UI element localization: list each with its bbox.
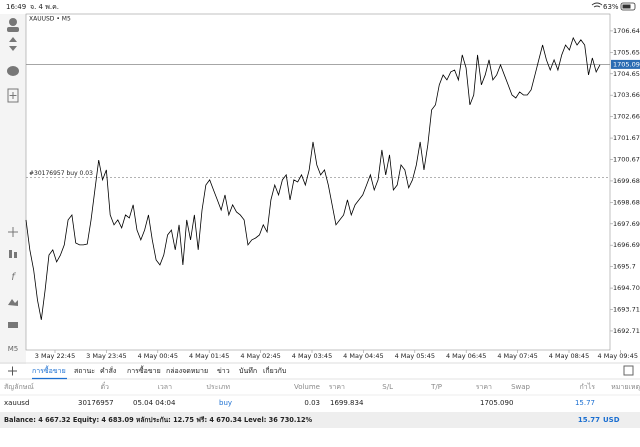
- y-tick-label: 1703.66: [613, 91, 640, 99]
- chart-frame: [25, 13, 611, 351]
- column-header: ประเภท: [206, 383, 230, 391]
- order-cell: buy: [219, 399, 232, 407]
- column-header: สัญลักษณ์: [4, 383, 34, 391]
- tab[interactable]: การซื้อขาย: [127, 364, 161, 375]
- tab[interactable]: บันทึก: [239, 366, 257, 375]
- account-icon-body: [7, 27, 19, 32]
- footer-bar: [0, 412, 640, 428]
- column-header: ราคา: [476, 383, 492, 391]
- x-tick-label: 4 May 03:45: [292, 352, 332, 360]
- status-time: 16:49: [6, 3, 26, 11]
- battery-icon: [620, 2, 636, 11]
- y-tick-label: 1704.655: [613, 70, 640, 78]
- x-tick-label: 4 May 00:45: [138, 352, 178, 360]
- tab[interactable]: คำสั่ง: [100, 366, 116, 375]
- y-tick-label: 1697.69: [613, 220, 640, 228]
- status-date: จ. 4 พ.ค.: [30, 3, 59, 11]
- crosshair-icon[interactable]: [8, 227, 18, 237]
- order-cell: 0.03: [304, 399, 320, 407]
- wifi-icon: [591, 2, 603, 8]
- order-cell: 15.77: [575, 399, 595, 407]
- column-header: ตั๋ว: [101, 382, 110, 391]
- add-button[interactable]: [8, 366, 17, 376]
- order-line-label: #30176957 buy 0.03: [29, 170, 93, 177]
- indicator-icon[interactable]: f: [11, 272, 16, 283]
- column-header: ราคา: [329, 383, 345, 391]
- y-tick-label: 1706.645: [613, 27, 640, 35]
- footer-profit: 15.77: [578, 416, 600, 424]
- x-tick-label: 4 May 08:45: [549, 352, 589, 360]
- y-tick-label: 1696.695: [613, 241, 640, 249]
- y-tick-label: 1705.65: [613, 48, 640, 56]
- x-tick-label: 3 May 22:45: [35, 352, 75, 360]
- panel-icon[interactable]: [623, 365, 634, 376]
- symbol-label: XAUUSD • M5: [29, 16, 71, 23]
- y-tick-label: 1693.71: [613, 306, 640, 314]
- tab[interactable]: สถานะ: [74, 367, 95, 375]
- new-icon-plus: [9, 92, 17, 99]
- y-tick-label: 1700.675: [613, 155, 640, 163]
- y-tick-label: 1692.715: [613, 327, 640, 335]
- y-tick-label: 1701.67: [613, 134, 640, 142]
- bid-label: 1705.090: [613, 60, 640, 68]
- battery-percent: 63%: [603, 3, 619, 11]
- new-icon[interactable]: [7, 88, 19, 103]
- order-cell: xauusd: [4, 399, 29, 407]
- account-icon[interactable]: [9, 18, 17, 26]
- y-tick-label: 1695.7: [613, 263, 636, 271]
- price-line: [25, 36, 601, 320]
- candles-icon-b: [14, 252, 17, 258]
- templates-icon[interactable]: [8, 322, 18, 328]
- y-tick-label: 1698.685: [613, 198, 640, 206]
- y-tick-label: 1702.665: [613, 113, 640, 121]
- order-cell: 05.04 04:04: [133, 399, 176, 407]
- chat-icon[interactable]: [7, 66, 19, 76]
- column-header: หมายเหตุ: [611, 383, 640, 391]
- order-cell: 1705.090: [480, 399, 513, 407]
- x-tick-label: 4 May 05:45: [395, 352, 435, 360]
- battery-level: [622, 4, 631, 9]
- x-tick-label: 4 May 01:45: [189, 352, 229, 360]
- bid-label-box: [611, 59, 640, 69]
- x-tick-label: 4 May 06:45: [446, 352, 486, 360]
- x-tick-label: 3 May 23:45: [86, 352, 126, 360]
- column-header: Volume: [294, 383, 320, 391]
- column-header: Swap: [511, 383, 530, 391]
- column-header: T/P: [430, 383, 442, 391]
- account-summary: Balance: 4 667.32 Equity: 4 683.09 หลักป…: [4, 416, 313, 424]
- x-tick-label: 4 May 09:45: [598, 352, 638, 360]
- objects-icon[interactable]: [8, 299, 18, 306]
- tab[interactable]: ข่าว: [217, 367, 230, 375]
- y-tick-label: 1694.705: [613, 284, 640, 292]
- column-header: S/L: [382, 383, 393, 391]
- tab[interactable]: กล่องจดหมาย: [166, 367, 208, 375]
- footer-currency: USD: [603, 416, 620, 424]
- tab[interactable]: การซื้อขาย: [32, 364, 66, 375]
- y-tick-label: 1699.68: [613, 177, 640, 185]
- column-header: เวลา: [157, 383, 172, 391]
- trade-icon[interactable]: [9, 37, 17, 51]
- x-tick-label: 4 May 07:45: [497, 352, 537, 360]
- timeframe-button[interactable]: M5: [8, 345, 19, 353]
- order-cell: 1699.834: [330, 399, 364, 407]
- order-cell: 30176957: [78, 399, 114, 407]
- x-tick-label: 4 May 02:45: [240, 352, 280, 360]
- candles-icon[interactable]: [9, 250, 12, 258]
- column-header: กำไร: [580, 382, 596, 391]
- tab[interactable]: เกี่ยวกับ: [263, 366, 286, 375]
- x-tick-label: 4 May 04:45: [343, 352, 383, 360]
